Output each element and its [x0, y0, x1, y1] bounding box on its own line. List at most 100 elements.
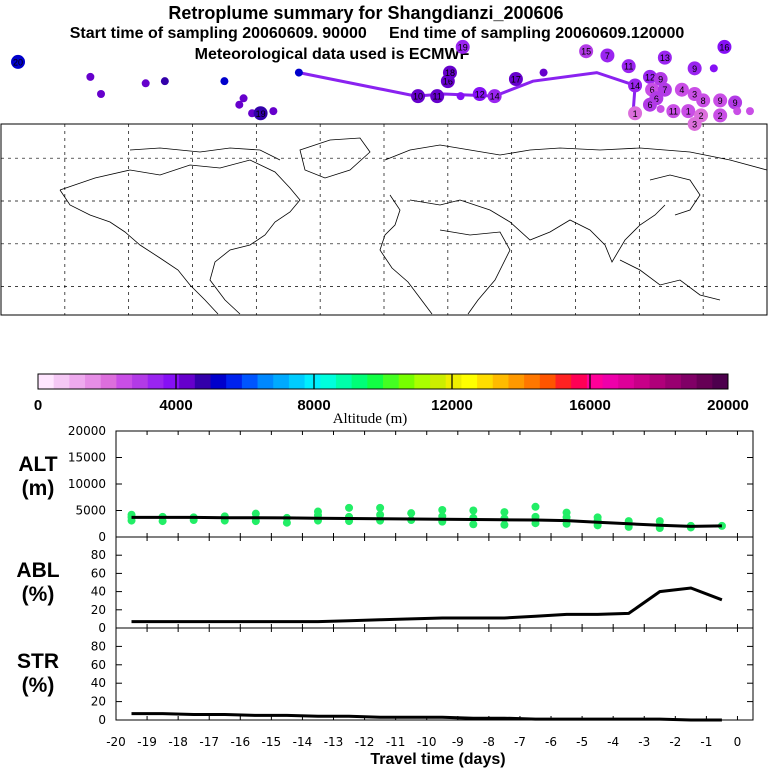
series-line — [131, 586, 723, 624]
plume-point-label: 9 — [733, 98, 738, 108]
scatter-point — [407, 509, 416, 518]
colorbar-swatch — [85, 374, 102, 389]
scatter-point — [469, 520, 478, 529]
panel-unit: (m) — [22, 477, 55, 500]
y-tick-label: 10000 — [68, 477, 106, 491]
colorbar-swatch — [351, 374, 368, 389]
plume-point-label: 11 — [669, 107, 678, 117]
x-axis-label: Travel time (days) — [370, 751, 505, 768]
plume-point — [487, 89, 502, 104]
colorbar-tick-label: 4000 — [159, 397, 192, 414]
colorbar-swatch — [398, 374, 415, 389]
plume-point — [253, 106, 268, 121]
plume-point-label: 19 — [256, 109, 266, 119]
colorbar-swatch — [712, 374, 729, 389]
x-tick-label: 0 — [734, 735, 742, 749]
plume-point-label: 18 — [445, 68, 455, 78]
colorbar-swatch — [100, 374, 117, 389]
panel-unit: (%) — [22, 674, 55, 697]
plume-point — [235, 100, 244, 109]
colorbar-swatch — [649, 374, 666, 389]
x-tick-label: -16 — [230, 735, 250, 749]
time-series-panels: 05000100001500020000ALT(m)020406080ABL(%… — [16, 424, 754, 727]
chart-title: Retroplume summary for Shangdianzi_20060… — [168, 3, 564, 23]
plume-point — [733, 107, 742, 116]
plume-point-label: 3 — [692, 119, 697, 129]
colorbar-tick-label: 0 — [34, 397, 42, 414]
colorbar-swatch — [430, 374, 447, 389]
x-tick-label: -17 — [199, 735, 219, 749]
plume-point — [728, 95, 743, 110]
sampling-time: Start time of sampling 20060609. 90000 E… — [69, 25, 685, 42]
plume-point-label: 10 — [413, 92, 423, 102]
panel-str: 0 20 40 60 80 STR(%) — [17, 627, 754, 727]
colorbar-swatch — [147, 374, 164, 389]
plume-point-label: 6 — [654, 94, 659, 104]
colorbar-swatch — [445, 374, 462, 389]
plume-point-label: 3 — [692, 90, 697, 100]
plume-point — [713, 108, 728, 123]
plume-point-label: 15 — [581, 47, 591, 57]
x-tick-label: -18 — [168, 735, 188, 749]
panel-abl: 0 20 40 60 80 ABL(%) — [16, 536, 754, 635]
colorbar-swatch — [179, 374, 196, 389]
scatter-point — [562, 508, 571, 517]
plume-point-label: 9 — [658, 75, 663, 85]
scatter-point — [438, 505, 447, 514]
scatter-point — [251, 509, 260, 518]
colorbar-swatch — [477, 374, 494, 389]
plume-point-label: 11 — [624, 62, 633, 72]
colorbar-swatch — [226, 374, 243, 389]
colorbar-swatch — [633, 374, 651, 389]
plume-point — [456, 92, 465, 101]
colorbar-swatch — [414, 374, 431, 389]
colorbar-swatch — [288, 374, 306, 389]
series-line — [131, 712, 722, 722]
y-tick-label: 15000 — [68, 451, 106, 465]
plume-point — [628, 78, 643, 93]
plume-point-label: 1 — [686, 107, 691, 117]
colorbar-swatch — [53, 374, 70, 389]
colorbar-swatch — [38, 374, 55, 389]
colorbar-swatch — [132, 374, 149, 389]
plume-point — [642, 69, 657, 84]
panel-alt: 0 5000 10000 15000 20000 ALT(m) — [18, 424, 754, 544]
coastlines — [59, 137, 768, 315]
scatter-point — [717, 521, 726, 530]
scatter-point — [500, 520, 509, 529]
y-tick-label: 40 — [91, 585, 106, 599]
scatter-point — [345, 503, 354, 512]
plume-point-label: 12 — [475, 90, 485, 100]
x-tick-label: -19 — [137, 735, 157, 749]
x-tick-label: -15 — [262, 735, 282, 749]
colorbar-swatch — [69, 374, 86, 389]
plume-point-label: 13 — [660, 53, 670, 63]
plume-point-label: 19 — [458, 42, 468, 52]
plume-point — [666, 104, 681, 119]
plume-point — [239, 94, 248, 103]
plume-point — [642, 97, 657, 112]
plume-point-label: 20 — [13, 57, 23, 67]
x-tick-label: -14 — [293, 735, 313, 749]
colorbar-swatch — [508, 374, 525, 389]
y-tick-label: 60 — [91, 566, 106, 580]
series-line — [131, 515, 722, 528]
plume-point — [97, 90, 106, 98]
plume-point — [220, 77, 229, 86]
y-tick-label: 0 — [98, 530, 106, 544]
colorbar-swatch — [665, 374, 682, 389]
meteorological-data: Meteorological data used is ECMWF — [194, 46, 470, 63]
plume-point-label: 7 — [605, 51, 610, 61]
x-tick-label: -13 — [324, 735, 344, 749]
plume-point — [674, 82, 689, 97]
scatter-point — [531, 502, 540, 511]
colorbar-swatch — [257, 374, 274, 389]
x-tick-label: -1 — [700, 735, 712, 749]
plume-point-label: 4 — [679, 85, 684, 95]
y-tick-label: 80 — [91, 639, 106, 653]
plume-point — [621, 59, 636, 74]
plume-point-label: 7 — [662, 85, 667, 95]
